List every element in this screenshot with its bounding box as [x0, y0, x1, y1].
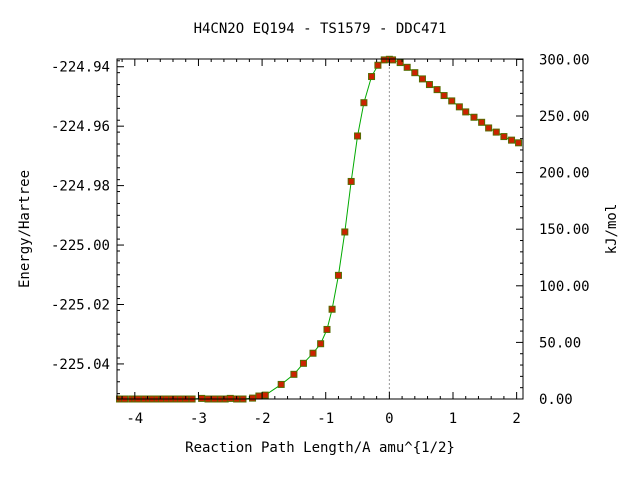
data-point	[341, 228, 349, 236]
x-axis-label: Reaction Path Length/A amu^{1/2}	[185, 440, 455, 456]
data-point	[478, 118, 486, 126]
data-point	[440, 92, 448, 100]
data-point	[317, 340, 325, 348]
data-point	[328, 305, 336, 313]
data-point	[261, 391, 269, 399]
data-point	[403, 63, 411, 71]
data-point	[485, 124, 493, 132]
data-point	[226, 394, 234, 402]
y2-axis-label: kJ/mol	[604, 204, 620, 255]
data-point	[492, 128, 500, 136]
data-point	[433, 86, 441, 94]
chart-title: H4CN2O EQ194 - TS1579 - DDC471	[194, 21, 447, 37]
y-tick-label: -224.94	[51, 60, 110, 76]
y-axis-label: Energy/Hartree	[17, 170, 33, 288]
data-point	[470, 113, 478, 121]
x-tick-label: -4	[126, 411, 143, 427]
data-point	[500, 133, 508, 141]
data-point	[290, 370, 298, 378]
data-point	[368, 73, 376, 81]
y2-tick-label: 150.00	[539, 222, 590, 238]
data-point	[462, 108, 470, 116]
x-tick-label: 0	[385, 411, 393, 427]
y-tick-label: -224.96	[51, 119, 110, 135]
data-point	[418, 75, 426, 83]
y-tick-label: -225.00	[51, 238, 110, 254]
x-tick-label: 1	[449, 411, 457, 427]
data-point	[198, 394, 206, 402]
data-point	[448, 97, 456, 105]
data-point	[249, 394, 257, 402]
data-point	[411, 69, 419, 77]
x-tick-label: -1	[317, 411, 334, 427]
y2-tick-label: 250.00	[539, 109, 590, 125]
data-point	[334, 271, 342, 279]
data-point	[354, 132, 362, 140]
y2-tick-label: 100.00	[539, 279, 590, 295]
data-point	[299, 359, 307, 367]
data-point	[455, 103, 463, 111]
y2-tick-label: 0.00	[539, 392, 573, 408]
data-point	[323, 325, 331, 333]
data-point	[389, 56, 397, 64]
data-point	[360, 99, 368, 107]
y-tick-label: -224.98	[51, 179, 110, 195]
data-point	[309, 349, 317, 357]
y2-tick-label: 200.00	[539, 166, 590, 182]
y-tick-label: -225.02	[51, 297, 110, 313]
x-tick-label: -3	[190, 411, 207, 427]
data-point	[277, 380, 285, 388]
data-point	[396, 59, 404, 67]
x-tick-label: -2	[254, 411, 271, 427]
data-point	[425, 81, 433, 89]
data-point	[255, 392, 263, 400]
y-tick-label: -225.04	[51, 357, 110, 373]
data-point	[515, 139, 523, 147]
y2-tick-label: 300.00	[539, 52, 590, 68]
x-tick-label: 2	[512, 411, 520, 427]
data-point	[508, 136, 516, 144]
data-point	[347, 177, 355, 185]
y2-tick-label: 50.00	[539, 335, 581, 351]
data-point	[374, 61, 382, 69]
